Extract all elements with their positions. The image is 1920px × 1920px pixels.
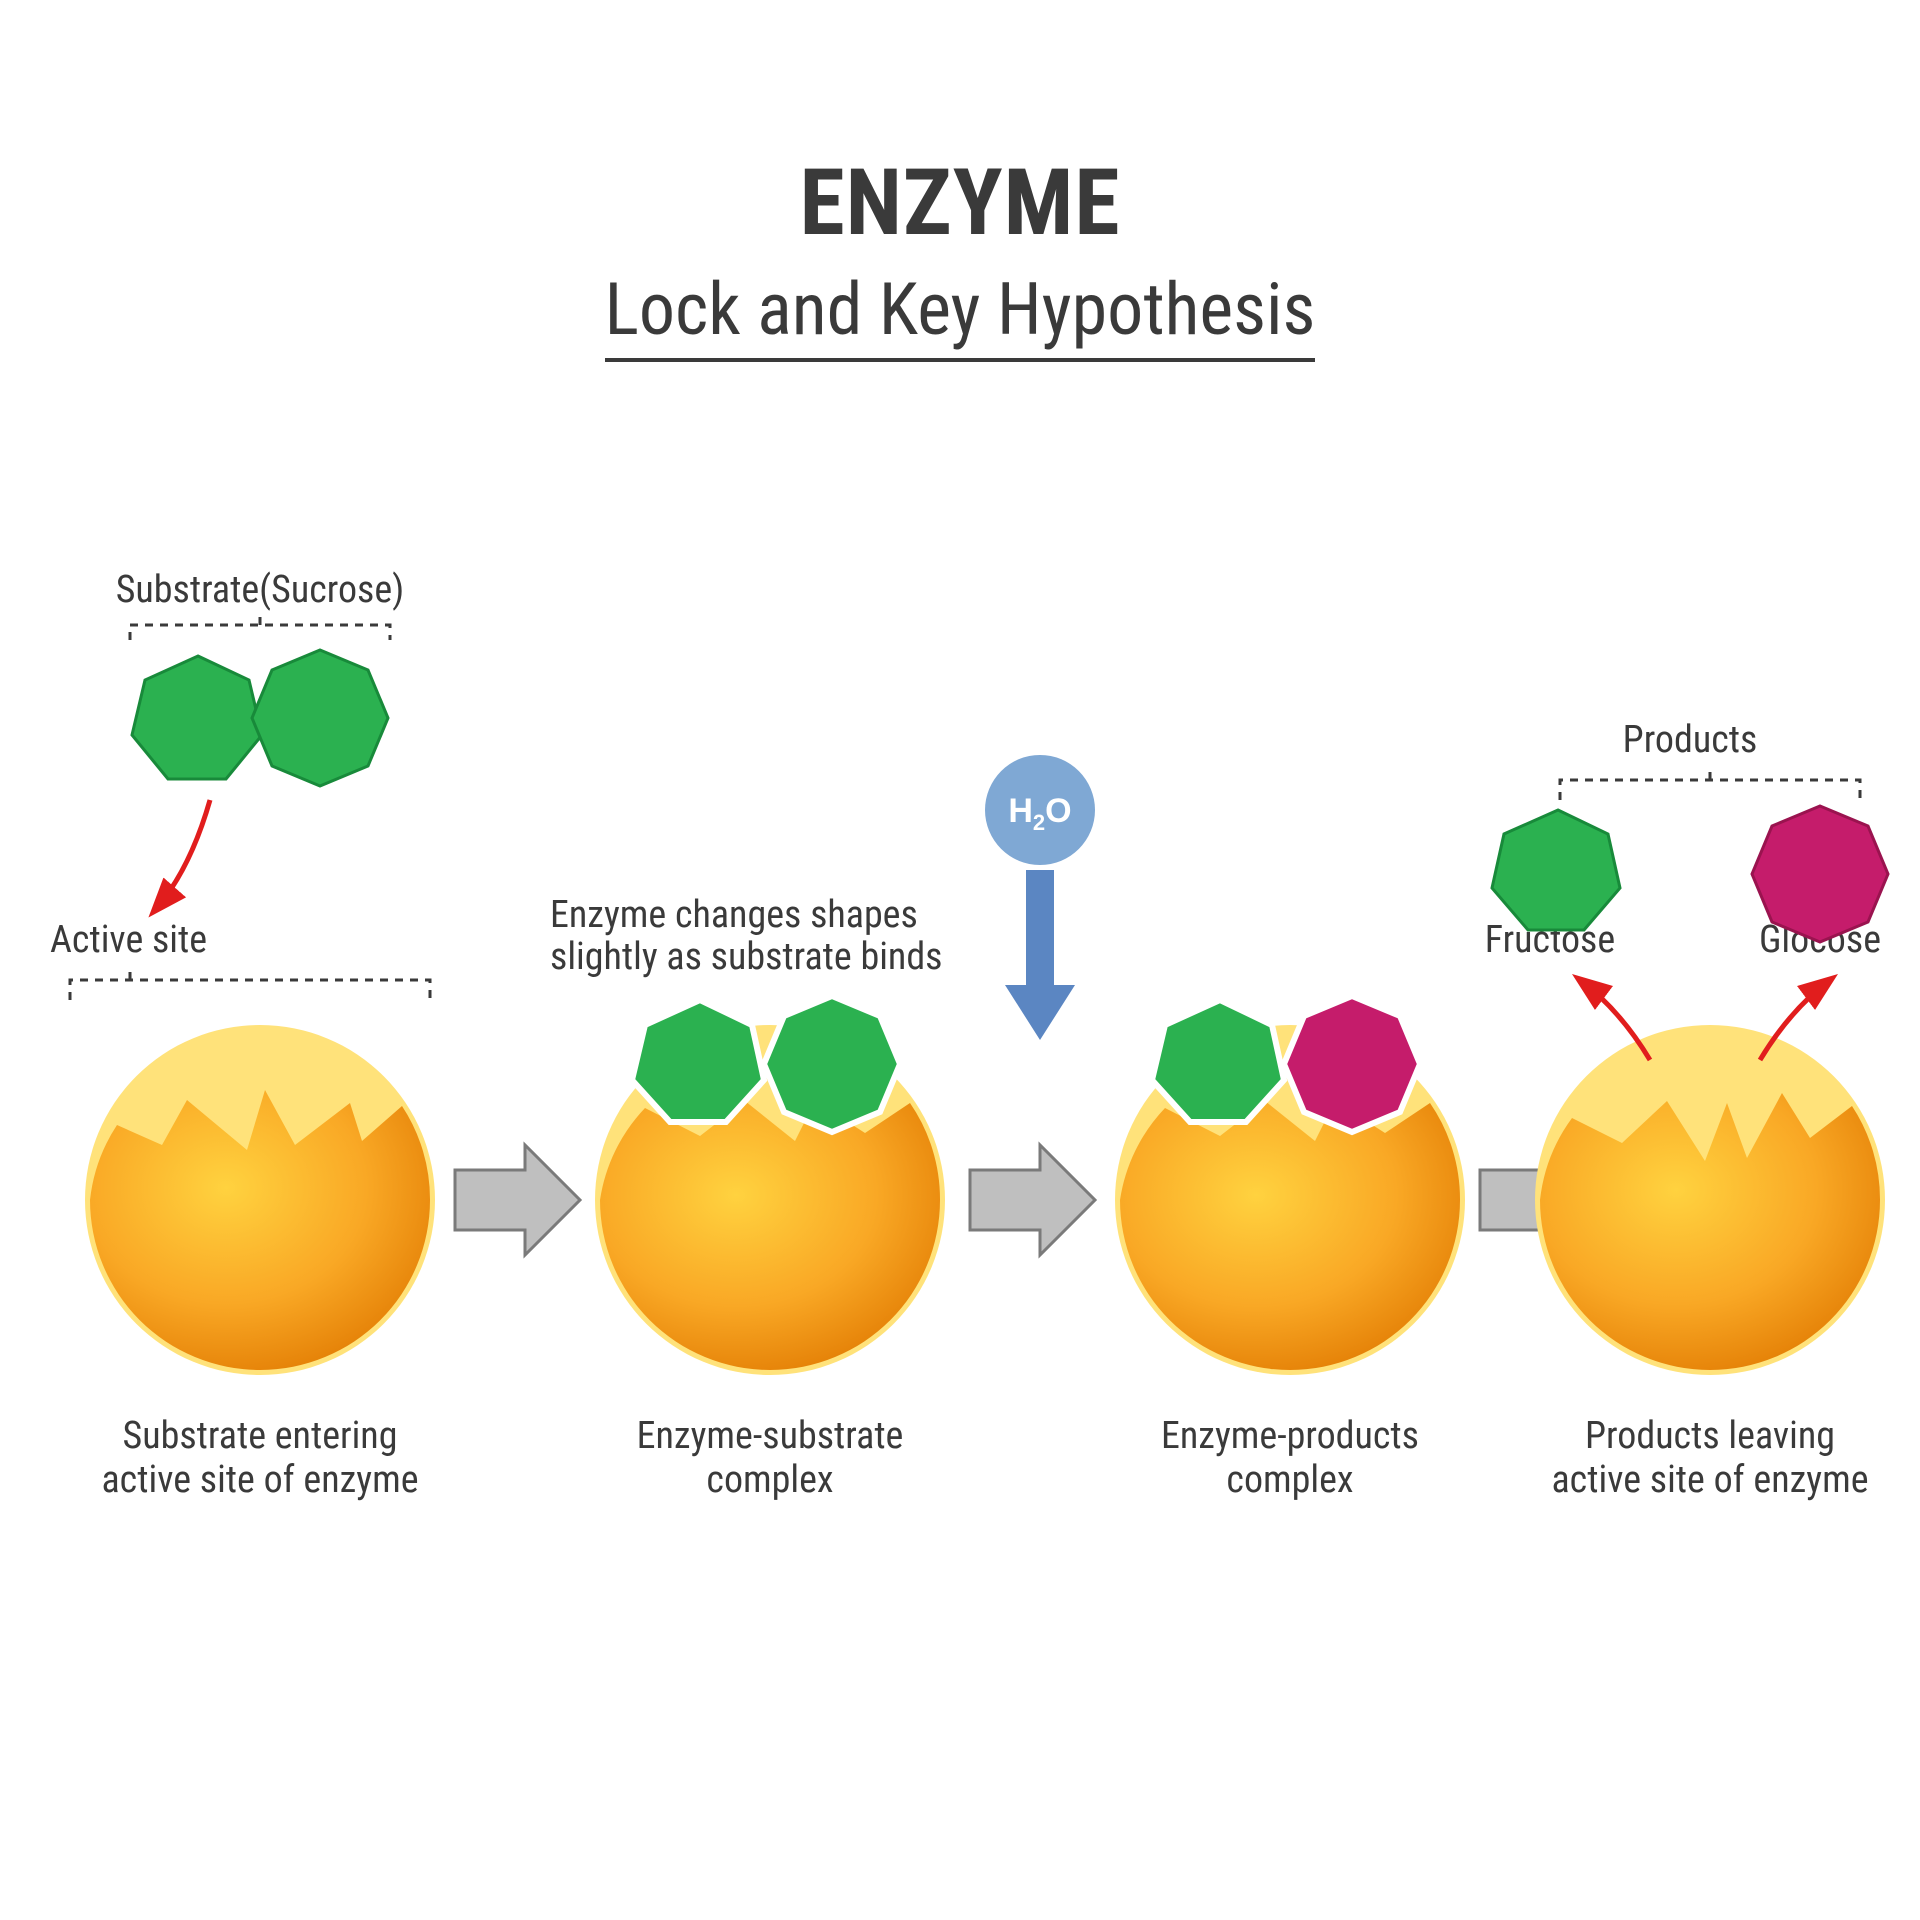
water-indicator: H2O: [985, 755, 1095, 1040]
process-arrow-1: [455, 1145, 580, 1255]
substrate-bracket-icon: [130, 610, 390, 640]
product-pair: [1492, 806, 1888, 942]
substrate-pair-top: [132, 650, 388, 786]
enzyme-stage4: [1535, 1025, 1885, 1375]
enzyme-stage1: [85, 1025, 435, 1375]
red-arrow-left-icon: [1580, 980, 1650, 1060]
enzyme-stage3: [1115, 996, 1465, 1375]
active-site-bracket-icon: [70, 965, 430, 1000]
process-arrow-2: [970, 1145, 1095, 1255]
red-arrow-icon: [155, 800, 210, 910]
diagram-scene: H2O: [0, 0, 1920, 1920]
products-bracket-icon: [1560, 765, 1860, 800]
enzyme-stage2: [595, 996, 945, 1375]
